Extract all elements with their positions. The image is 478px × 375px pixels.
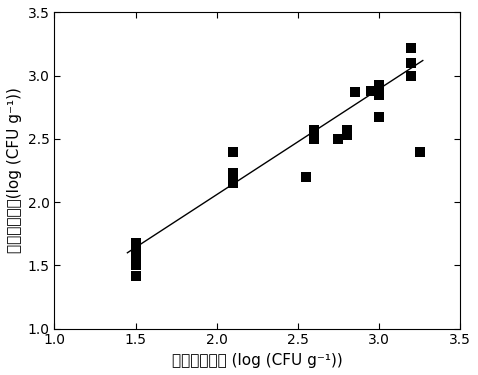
X-axis label: 菌落数实际值 (log (CFU g⁻¹)): 菌落数实际值 (log (CFU g⁻¹)) — [172, 353, 343, 368]
Point — [131, 250, 139, 256]
Point — [302, 174, 310, 180]
Point — [343, 127, 350, 133]
Y-axis label: 菌落数预测值(log (CFU g⁻¹)): 菌落数预测值(log (CFU g⁻¹)) — [7, 88, 22, 254]
Point — [375, 114, 383, 120]
Point — [310, 136, 318, 142]
Point — [408, 60, 415, 66]
Point — [343, 132, 350, 138]
Point — [375, 92, 383, 98]
Point — [351, 89, 358, 95]
Point — [131, 273, 139, 279]
Point — [408, 45, 415, 51]
Point — [310, 127, 318, 133]
Point — [408, 73, 415, 79]
Point — [229, 148, 237, 154]
Point — [229, 170, 237, 176]
Point — [131, 246, 139, 252]
Point — [229, 178, 237, 184]
Point — [367, 88, 375, 94]
Point — [131, 254, 139, 260]
Point — [131, 262, 139, 268]
Point — [335, 136, 342, 142]
Point — [131, 240, 139, 246]
Point — [229, 180, 237, 186]
Point — [416, 148, 424, 154]
Point — [131, 256, 139, 262]
Point — [229, 174, 237, 180]
Point — [375, 81, 383, 87]
